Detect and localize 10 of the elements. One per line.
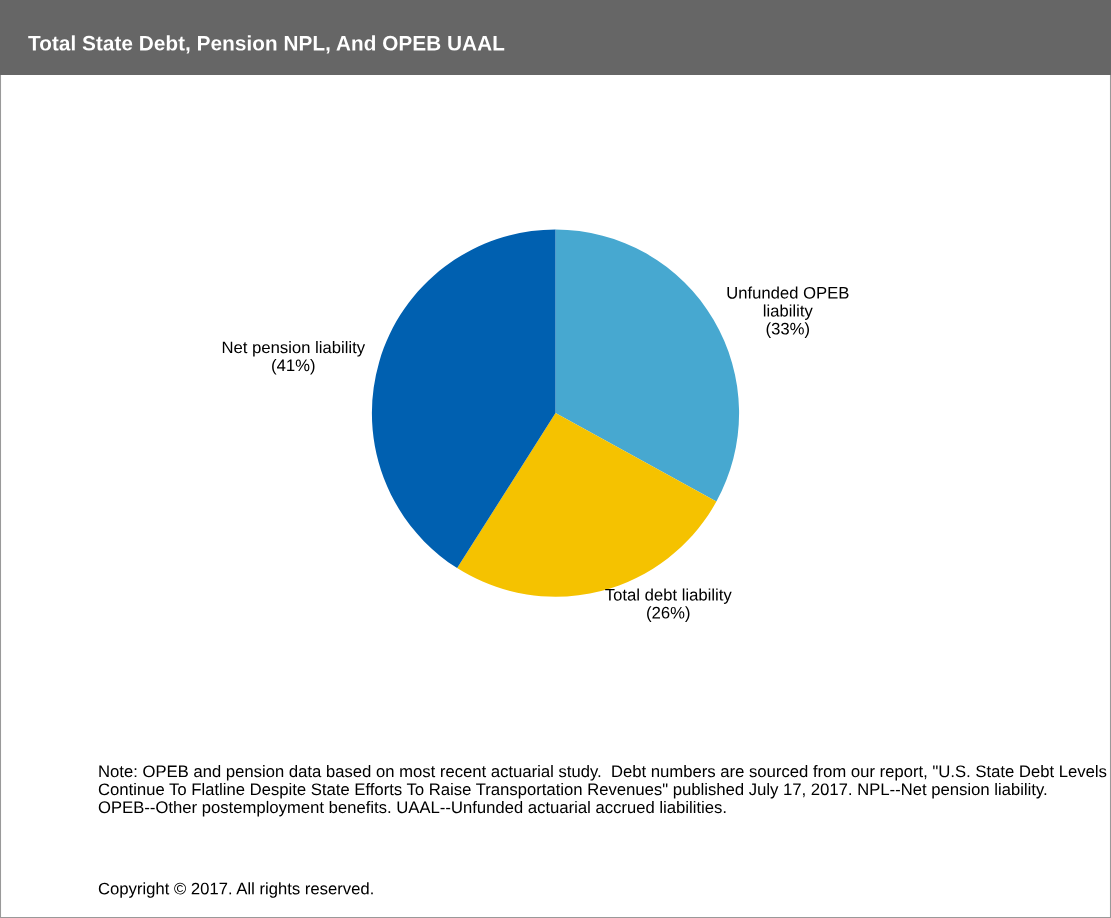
slice-label: Unfunded OPEB liability bbox=[727, 286, 849, 320]
data-label: (41%) bbox=[272, 358, 315, 375]
text: Copyright © 2017. All rights reserved. bbox=[98, 882, 373, 898]
pie-slice bbox=[371, 229, 556, 569]
slice-label: Total debt liability bbox=[605, 588, 732, 604]
data-label: (26%) bbox=[647, 606, 690, 622]
data-label: (33%) bbox=[766, 322, 809, 338]
chart-title: Total State Debt, Pension NPL, And OPEB UAAL bbox=[28, 35, 505, 54]
slice-label: Net pension liability bbox=[222, 341, 366, 357]
text: Note: OPEB and pension data based on most recent actuarial study. Debt numbers are sourced from our report, "U.S. State Debt Levels Continue To Flatline Despite State Efforts To Raise Transportation Revenues" published July 17, 2017. NPL--Net pension liability. OPEB--Other postemployment benefits. UAAL--Unfunded actuarial accrued liabilities. bbox=[98, 765, 1107, 817]
